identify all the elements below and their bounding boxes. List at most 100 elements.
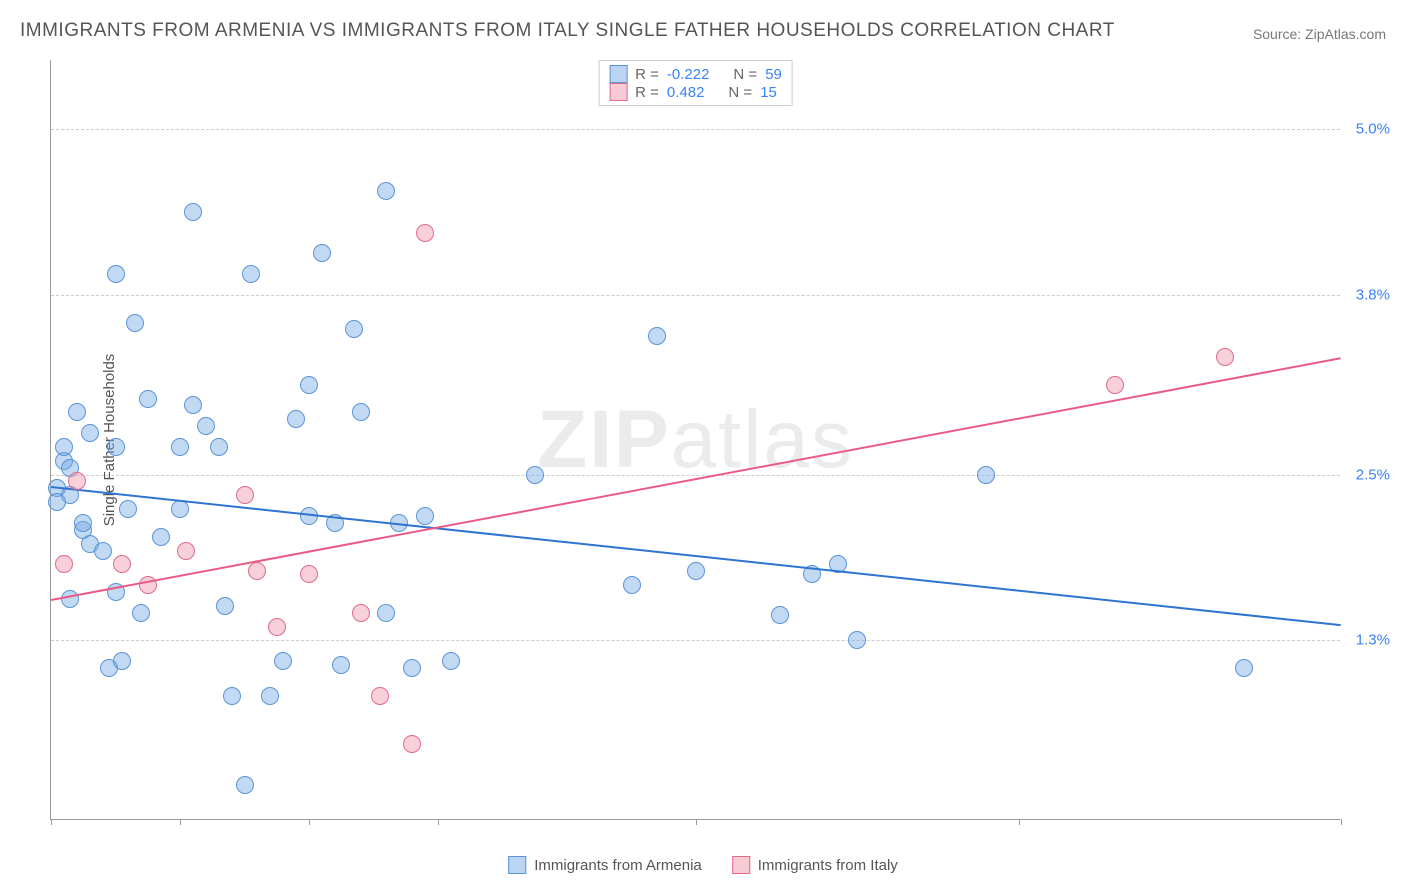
scatter-point (184, 203, 202, 221)
scatter-point (403, 735, 421, 753)
scatter-point (113, 652, 131, 670)
scatter-point (119, 500, 137, 518)
scatter-point (139, 390, 157, 408)
gridline (51, 295, 1340, 296)
scatter-point (300, 565, 318, 583)
scatter-point (55, 555, 73, 573)
scatter-point (171, 500, 189, 518)
scatter-point (442, 652, 460, 670)
scatter-point (300, 376, 318, 394)
trend-line (51, 486, 1341, 626)
scatter-point (371, 687, 389, 705)
n-value: 59 (765, 66, 782, 83)
x-tick (309, 819, 310, 825)
scatter-point (236, 776, 254, 794)
chart-title: IMMIGRANTS FROM ARMENIA VS IMMIGRANTS FR… (20, 20, 1115, 42)
scatter-point (107, 438, 125, 456)
scatter-point (126, 314, 144, 332)
scatter-point (648, 327, 666, 345)
r-label: R = (635, 66, 659, 83)
legend-item: Immigrants from Italy (732, 856, 898, 874)
scatter-point (687, 562, 705, 580)
scatter-point (1235, 659, 1253, 677)
scatter-point (352, 403, 370, 421)
scatter-point (268, 618, 286, 636)
scatter-point (223, 687, 241, 705)
scatter-point (242, 265, 260, 283)
r-value: 0.482 (667, 84, 705, 101)
y-tick-label: 5.0% (1356, 121, 1390, 138)
scatter-point (94, 542, 112, 560)
n-label: N = (728, 84, 752, 101)
scatter-point (68, 472, 86, 490)
scatter-point (132, 604, 150, 622)
legend-label: Immigrants from Italy (758, 857, 898, 874)
scatter-point (313, 244, 331, 262)
scatter-point (377, 604, 395, 622)
scatter-point (352, 604, 370, 622)
scatter-point (623, 576, 641, 594)
series-legend: Immigrants from Armenia Immigrants from I… (508, 856, 898, 874)
source-label: Source: (1253, 26, 1305, 42)
n-label: N = (733, 66, 757, 83)
scatter-point (210, 438, 228, 456)
scatter-point (55, 438, 73, 456)
scatter-point (152, 528, 170, 546)
x-tick (51, 819, 52, 825)
scatter-point (261, 687, 279, 705)
legend-swatch (508, 856, 526, 874)
scatter-point (416, 224, 434, 242)
scatter-point (345, 320, 363, 338)
x-tick (180, 819, 181, 825)
x-tick (438, 819, 439, 825)
gridline (51, 129, 1340, 130)
watermark: ZIPatlas (537, 393, 854, 487)
scatter-point (107, 265, 125, 283)
scatter-point (81, 424, 99, 442)
r-label: R = (635, 84, 659, 101)
scatter-point (236, 486, 254, 504)
legend-row: R = 0.482 N = 15 (609, 83, 782, 101)
scatter-point (1216, 348, 1234, 366)
legend-item: Immigrants from Armenia (508, 856, 702, 874)
scatter-point (526, 466, 544, 484)
scatter-point (197, 417, 215, 435)
y-tick-label: 1.3% (1356, 632, 1390, 649)
scatter-point (171, 438, 189, 456)
correlation-legend: R =-0.222N =59R = 0.482N =15 (598, 60, 793, 106)
scatter-point (248, 562, 266, 580)
y-tick-label: 3.8% (1356, 286, 1390, 303)
scatter-point (177, 542, 195, 560)
legend-swatch (609, 65, 627, 83)
gridline (51, 640, 1340, 641)
scatter-point (274, 652, 292, 670)
plot-area: ZIPatlas Single Father Households R =-0.… (50, 60, 1340, 820)
scatter-point (216, 597, 234, 615)
legend-swatch (732, 856, 750, 874)
source-name: ZipAtlas.com (1305, 26, 1386, 42)
legend-label: Immigrants from Armenia (534, 857, 702, 874)
source-citation: Source: ZipAtlas.com (1253, 26, 1386, 42)
scatter-point (1106, 376, 1124, 394)
scatter-point (848, 631, 866, 649)
x-tick (1341, 819, 1342, 825)
scatter-point (977, 466, 995, 484)
scatter-point (184, 396, 202, 414)
legend-swatch (609, 83, 627, 101)
x-tick (1019, 819, 1020, 825)
chart-container: IMMIGRANTS FROM ARMENIA VS IMMIGRANTS FR… (0, 0, 1406, 892)
legend-row: R = -0.222 N = 59 (609, 65, 782, 83)
scatter-point (287, 410, 305, 428)
scatter-point (332, 656, 350, 674)
n-value: 15 (760, 84, 777, 101)
x-tick (696, 819, 697, 825)
scatter-point (61, 590, 79, 608)
scatter-point (68, 403, 86, 421)
scatter-point (377, 182, 395, 200)
scatter-point (416, 507, 434, 525)
y-tick-label: 2.5% (1356, 466, 1390, 483)
scatter-point (771, 606, 789, 624)
r-value: -0.222 (667, 66, 710, 83)
scatter-point (403, 659, 421, 677)
scatter-point (113, 555, 131, 573)
